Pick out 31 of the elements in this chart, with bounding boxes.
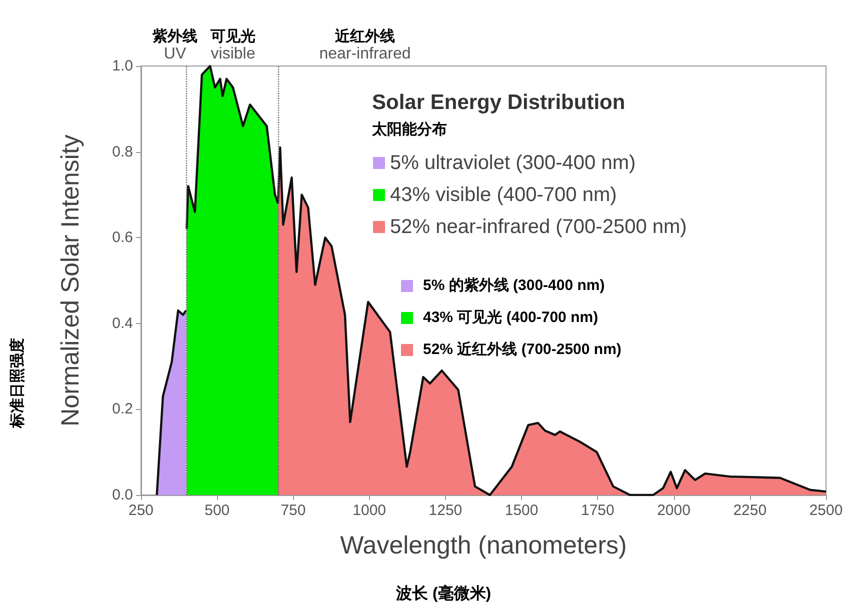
- annotation: 52% 近红外线 (700-2500 nm): [423, 340, 622, 359]
- x-axis-title: Wavelength (nanometers): [340, 532, 627, 560]
- legend-title: Solar Energy Distribution: [372, 91, 626, 114]
- y-tick-label: 0.2: [112, 400, 133, 418]
- text: 紫外线 UV: [152, 28, 198, 62]
- x-tick-label: 1500: [504, 502, 538, 519]
- x-tick-label: 2250: [733, 502, 767, 519]
- annotation: 5% 的紫外线 (300-400 nm): [423, 276, 605, 295]
- annotation: 太阳能分布: [371, 121, 447, 138]
- y-tick-label: 1.0: [112, 58, 133, 74]
- x-tick-label: 1250: [428, 502, 462, 519]
- text: 可见光 visible: [210, 28, 256, 62]
- x-tick-label: 1000: [352, 502, 386, 519]
- x-tick-label: 250: [128, 502, 154, 519]
- text: 近红外线 near-infrared: [319, 28, 411, 62]
- x-tick-label: 1750: [580, 502, 614, 519]
- y-tick-label: 0.0: [112, 486, 133, 504]
- legend-label: 43% visible (400-700 nm): [390, 184, 617, 206]
- x-tick-label: 2500: [809, 502, 843, 519]
- text: 标准日照强度: [8, 338, 26, 429]
- x-tick-label: 500: [204, 502, 230, 519]
- x-tick-label: 750: [280, 502, 306, 519]
- legend-label: 5% ultraviolet (300-400 nm): [390, 152, 636, 174]
- y-tick-label: 0.6: [112, 229, 133, 246]
- y-tick-label: 0.4: [112, 314, 133, 332]
- text: 波长 (毫微米): [395, 584, 492, 602]
- y-axis-title: Normalized Solar Intensity: [56, 134, 84, 426]
- annotation: 43% 可见光 (400-700 nm): [423, 308, 598, 327]
- x-tick-label: 2000: [657, 502, 690, 519]
- y-tick-label: 0.8: [112, 143, 133, 160]
- legend-label: 52% near-infrared (700-2500 nm): [390, 216, 687, 238]
